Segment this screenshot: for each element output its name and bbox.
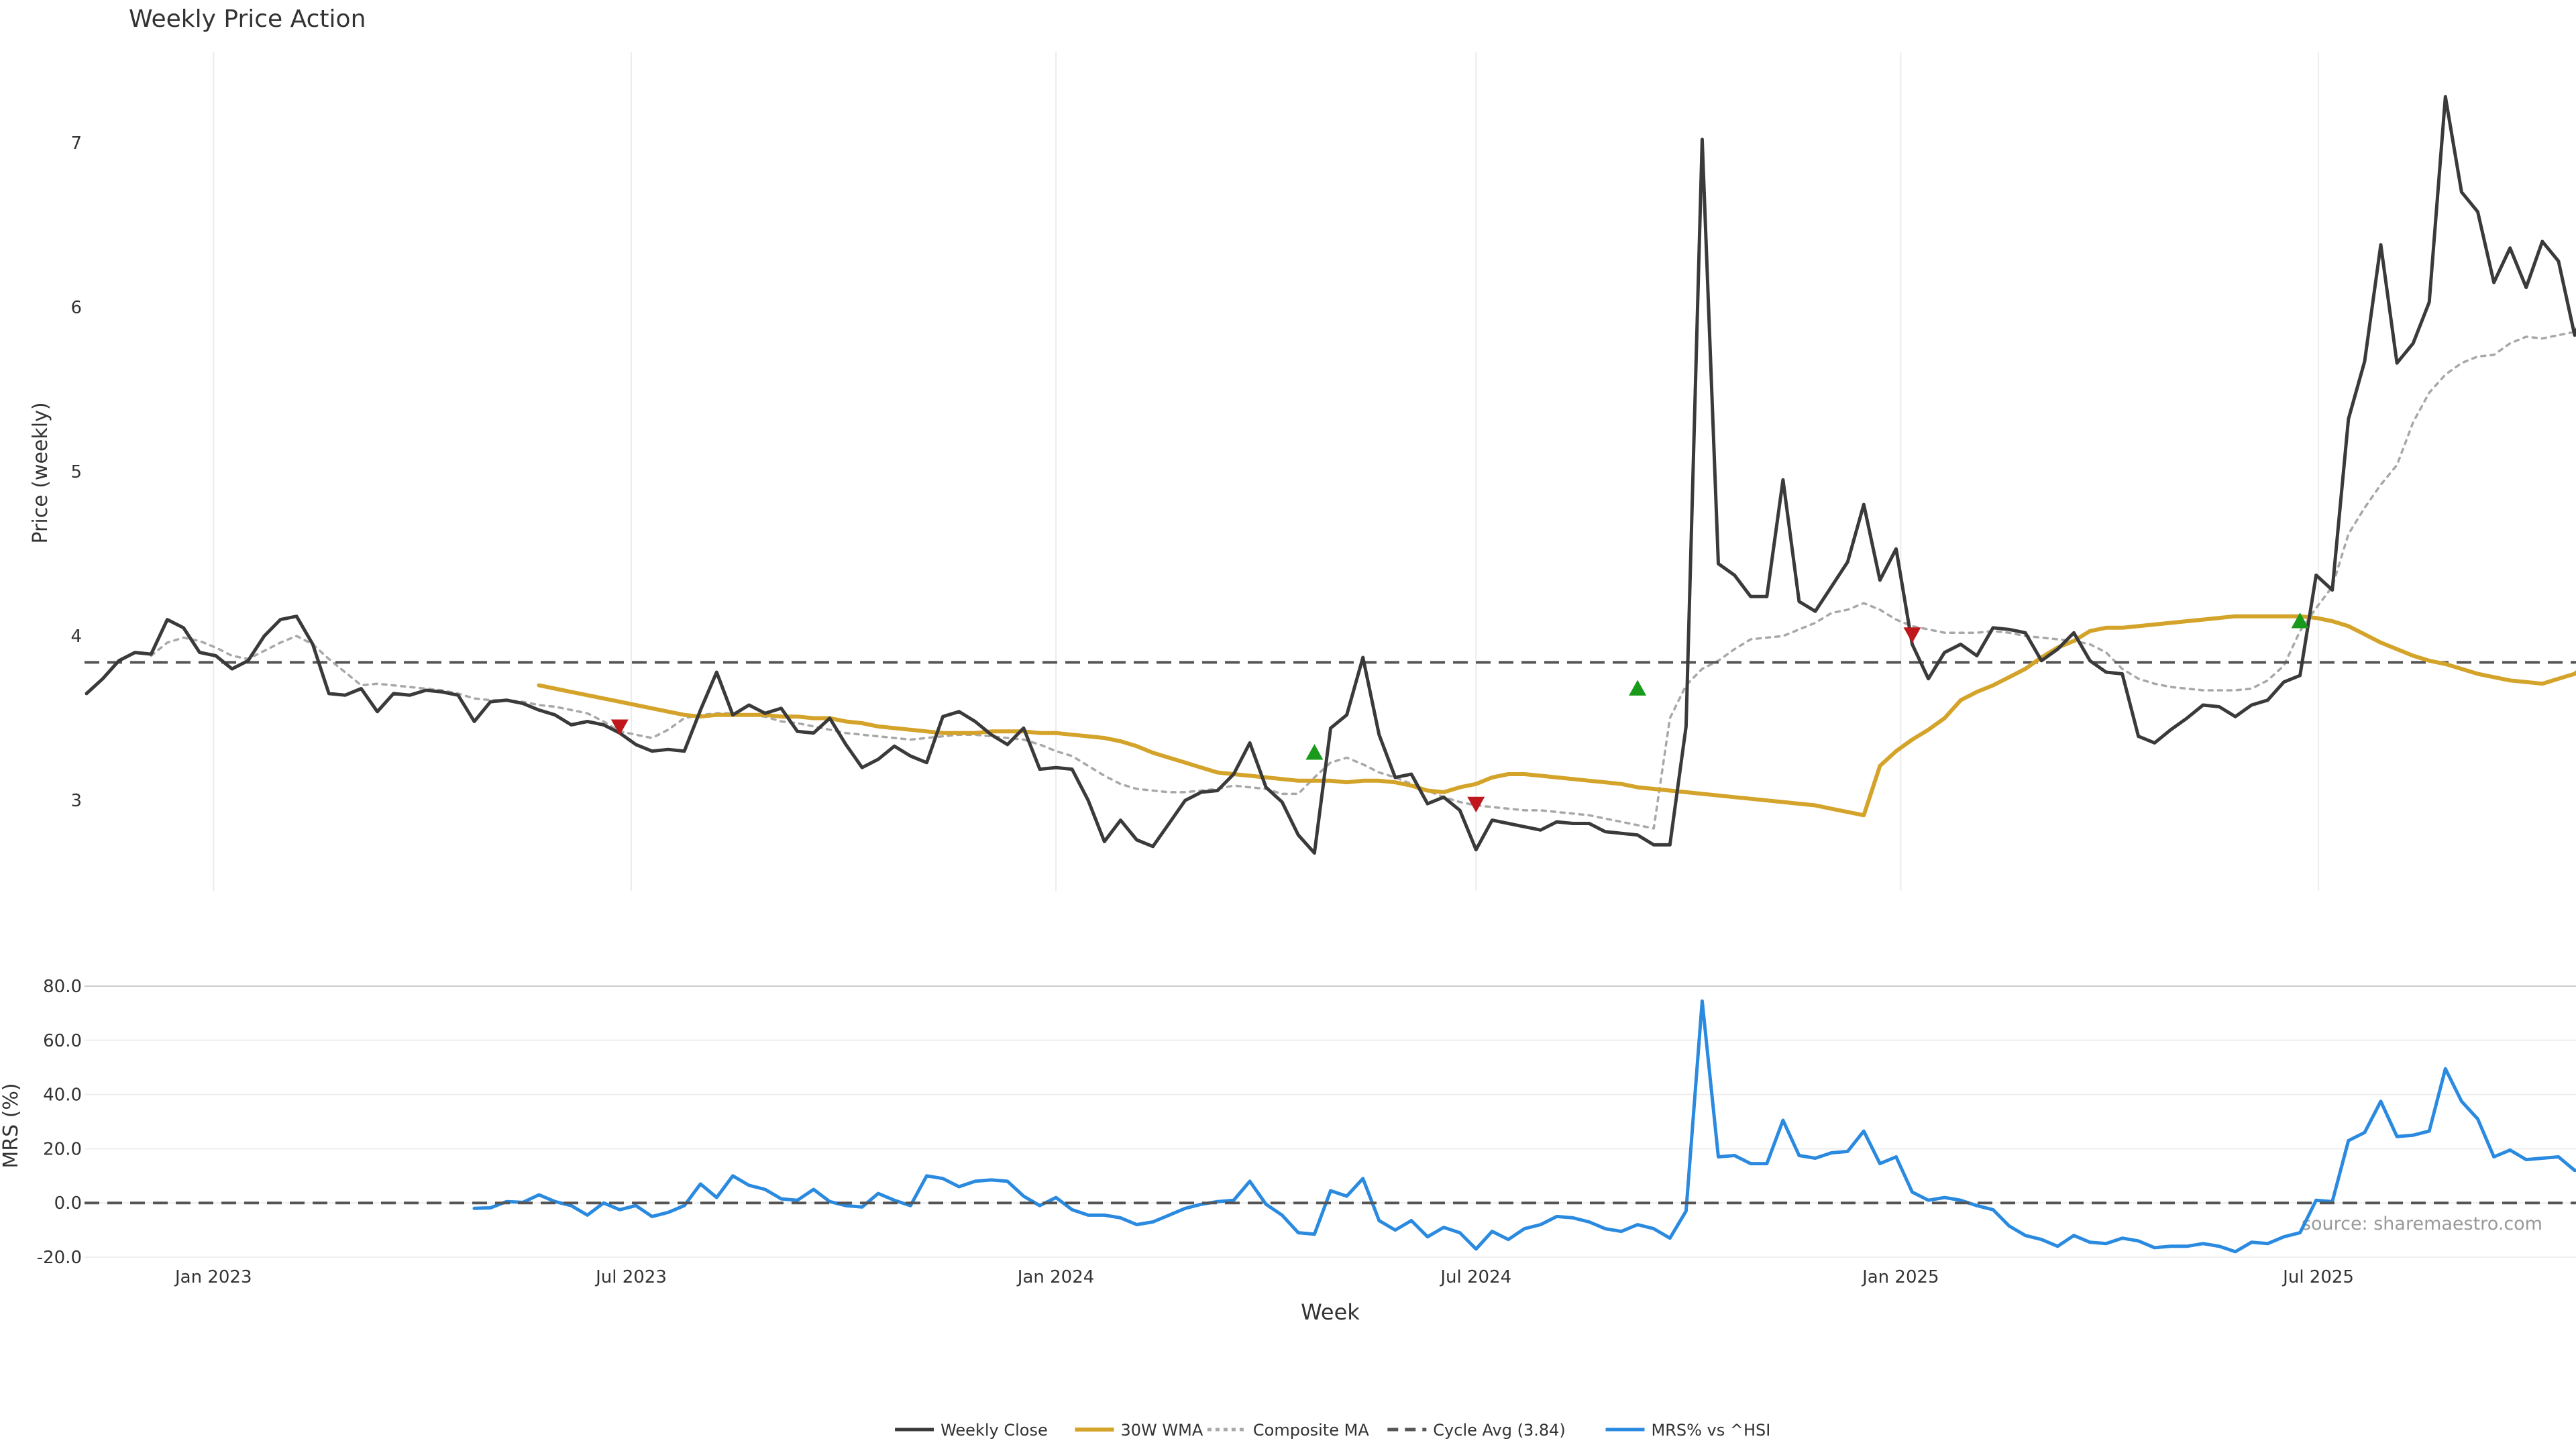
mrs-y-tick-label: 80.0 [43,977,82,997]
x-tick-label: Jul 2023 [594,1267,667,1287]
legend-label: Composite MA [1253,1421,1369,1440]
mrs-series [85,999,2576,1254]
buy-signal-marker [1629,680,1647,696]
series-mrs-vs-hsi [472,999,2576,1254]
price-y-axis-label: Price (weekly) [29,402,52,543]
source-annotation: source: sharemaestro.com [2302,1214,2542,1234]
x-ticks: Jan 2023 Jul 2023 Jan 2024 Jul 2024 Jan 2025… [174,1267,2354,1287]
mrs-y-axis-label: MRS (%) [0,1083,23,1168]
buy-signal-marker [1305,744,1324,760]
mrs-y-tick-label: -20.0 [37,1248,82,1268]
mrs-y-tick-label: 20.0 [43,1139,82,1159]
chart-title: Weekly Price Action [129,5,366,33]
sell-signal-marker [610,719,629,735]
legend-label: 30W WMA [1121,1421,1203,1440]
sell-signal-marker [1903,627,1921,643]
mrs-y-tick-label: 0.0 [54,1193,82,1214]
legend: Weekly Close 30W WMA Composite MA Cycle Avg… [895,1421,1770,1440]
legend-label: Weekly Close [941,1421,1048,1440]
x-tick-label: Jan 2024 [1016,1267,1095,1287]
x-tick-label: Jul 2025 [2282,1267,2354,1287]
price-y-tick-label: 6 [70,298,82,318]
price-y-ticks: 3 4 5 6 7 [70,133,82,811]
series-30w-wma [537,614,2576,818]
legend-label: MRS% vs ^HSI [1652,1421,1771,1440]
x-tick-label: Jan 2025 [1861,1267,1939,1287]
mrs-y-tick-label: 40.0 [43,1085,82,1106]
mrs-y-tick-label: 60.0 [43,1031,82,1051]
series-composite-ma [150,330,2576,830]
mrs-y-ticks: -20.0 0.0 20.0 40.0 60.0 80.0 [37,977,82,1268]
sell-signal-marker [1467,796,1485,813]
mrs-grid [85,985,2576,1258]
x-tick-label: Jan 2023 [174,1267,252,1287]
signal-markers [610,612,2309,813]
price-y-tick-label: 4 [70,627,82,647]
legend-label: Cycle Avg (3.84) [1433,1421,1565,1440]
price-y-tick-label: 7 [70,133,82,154]
series-weekly-close [85,95,2576,855]
price-grid [213,52,2320,891]
price-y-tick-label: 3 [70,791,82,811]
price-y-tick-label: 5 [70,462,82,482]
buy-signal-marker [2291,612,2309,629]
x-axis-label: Week [1301,1299,1360,1325]
x-tick-label: Jul 2024 [1439,1267,1511,1287]
price-series [85,95,2576,855]
